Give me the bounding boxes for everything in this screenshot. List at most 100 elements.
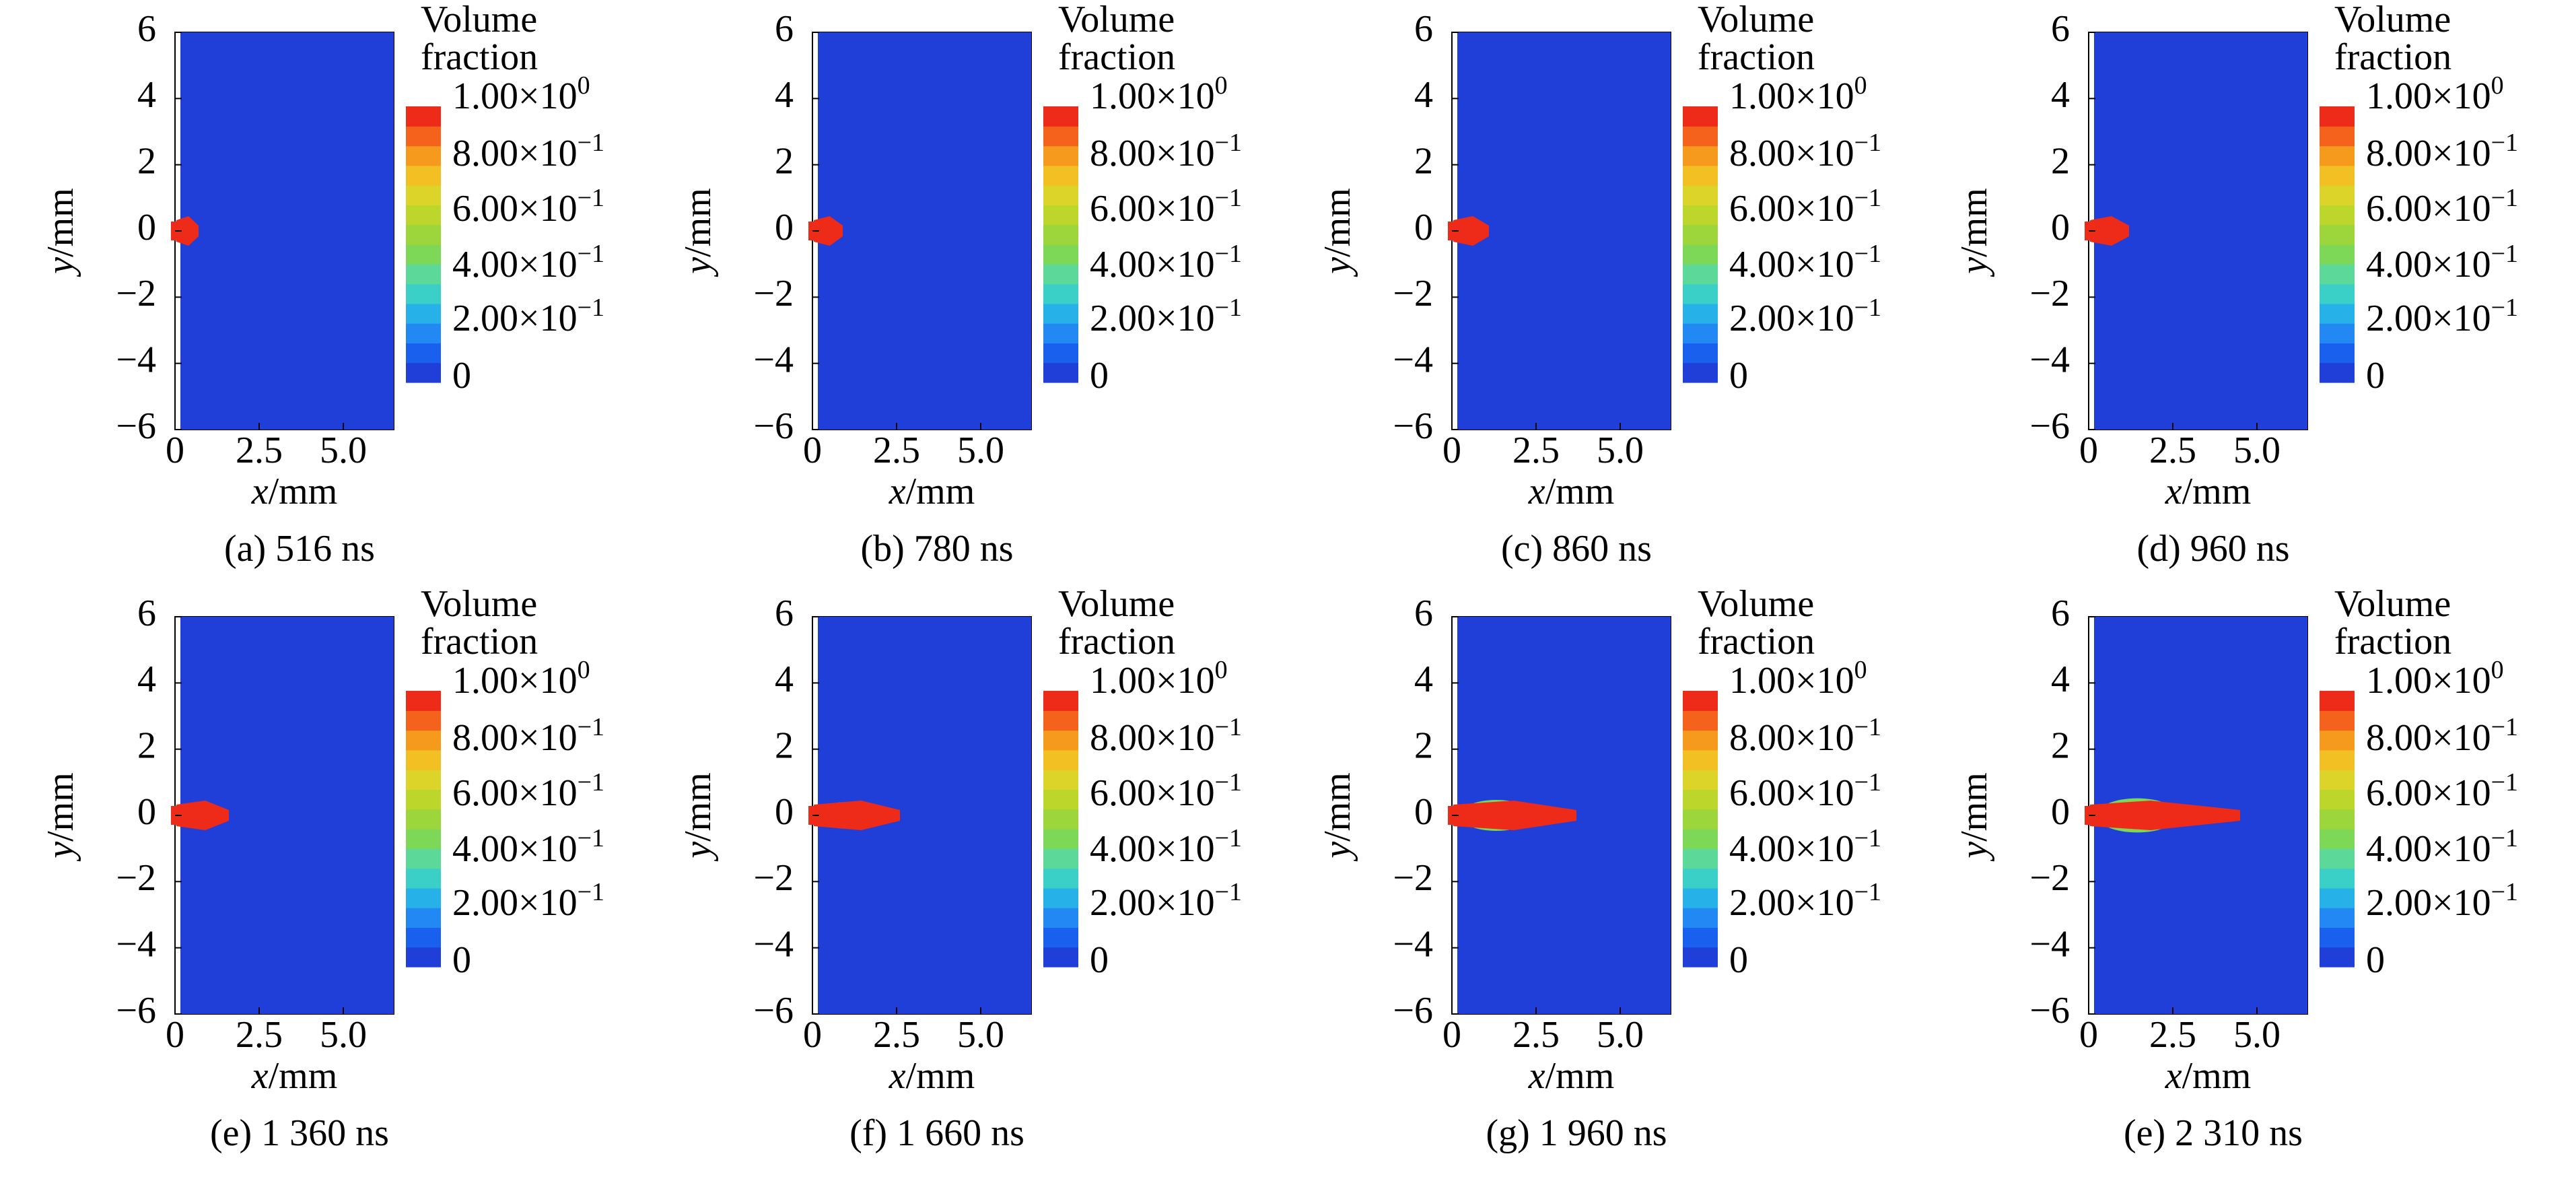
colorbar-title-line1: Volume bbox=[1698, 583, 1814, 625]
x-tick-label: 0 bbox=[2079, 1014, 2098, 1056]
colorbar-segment bbox=[1683, 927, 1718, 948]
x-tick-label: 2.5 bbox=[1512, 1014, 1560, 1056]
colorbar-label-mantissa: 6.00×10 bbox=[2366, 188, 2491, 230]
y-tick-label: −6 bbox=[753, 990, 794, 1032]
y-label-unit: /mm bbox=[40, 188, 81, 257]
colorbar-label-mantissa: 8.00×10 bbox=[2366, 133, 2491, 174]
colorbar-label-exponent: −1 bbox=[2491, 824, 2518, 852]
colorbar-segment bbox=[406, 224, 441, 245]
y-tick-label: 4 bbox=[775, 658, 794, 700]
colorbar-segment bbox=[1043, 730, 1078, 751]
colorbar-label: 8.00×10−1 bbox=[1729, 713, 1881, 759]
colorbar-label: 8.00×10−1 bbox=[1090, 129, 1242, 174]
colorbar-segment bbox=[1043, 303, 1078, 324]
y-label-var: y bbox=[1953, 842, 1995, 862]
colorbar-label-exponent: −1 bbox=[1854, 768, 1881, 797]
colorbar-label-mantissa: 4.00×10 bbox=[452, 828, 578, 870]
colorbar-label: 6.00×10−1 bbox=[452, 184, 604, 230]
colorbar-segment bbox=[2320, 829, 2355, 849]
y-tick-label: −6 bbox=[1393, 405, 1433, 447]
colorbar-segment bbox=[1043, 829, 1078, 849]
colorbar-segment bbox=[1683, 887, 1718, 908]
colorbar-label: 8.00×10−1 bbox=[452, 129, 604, 174]
colorbar-label: 1.00×100 bbox=[452, 71, 590, 117]
x-label-var: x bbox=[2165, 471, 2182, 512]
colorbar-label: 2.00×10−1 bbox=[1729, 878, 1881, 924]
colorbar-label-mantissa: 6.00×10 bbox=[1729, 772, 1854, 814]
colorbar-title-line1: Volume bbox=[2334, 0, 2451, 40]
colorbar-label-mantissa: 2.00×10 bbox=[1729, 882, 1854, 924]
y-label-unit: /mm bbox=[1953, 188, 1995, 257]
colorbar-segment bbox=[1043, 244, 1078, 265]
colorbar-segment bbox=[1043, 927, 1078, 948]
colorbar-segment bbox=[406, 770, 441, 790]
colorbar-segment bbox=[1043, 145, 1078, 166]
colorbar-segment bbox=[1683, 947, 1718, 968]
colorbar-segment bbox=[2320, 244, 2355, 265]
x-tick-label: 0 bbox=[1442, 430, 1461, 471]
colorbar-label-exponent: 0 bbox=[2491, 71, 2504, 100]
x-label-unit: /mm bbox=[906, 471, 975, 512]
y-tick-label: −4 bbox=[1393, 924, 1433, 966]
y-tick-label: −2 bbox=[2029, 273, 2070, 314]
colorbar-label: 4.00×10−1 bbox=[1090, 824, 1242, 870]
colorbar-segment bbox=[406, 691, 441, 711]
x-tick-label: 2.5 bbox=[2149, 430, 2196, 471]
x-axis-label: x/mm bbox=[251, 471, 338, 512]
colorbar-label: 6.00×10−1 bbox=[1729, 768, 1881, 814]
x-tick-label: 2.5 bbox=[873, 1014, 920, 1056]
colorbar-label: 2.00×10−1 bbox=[452, 878, 604, 924]
x-label-unit: /mm bbox=[1545, 471, 1615, 512]
y-axis-label: y/mm bbox=[1953, 188, 1995, 277]
colorbar-segment bbox=[1043, 205, 1078, 226]
colorbar-segment bbox=[2320, 343, 2355, 364]
panel-caption: (a) 516 ns bbox=[224, 528, 375, 570]
colorbar-label-mantissa: 1.00×10 bbox=[1729, 660, 1854, 702]
y-label-unit: /mm bbox=[1317, 188, 1358, 257]
y-tick-label: 2 bbox=[1414, 725, 1433, 767]
colorbar-segment bbox=[1683, 205, 1718, 226]
colorbar-label-mantissa: 1.00×10 bbox=[1729, 75, 1854, 117]
colorbar-segment bbox=[1683, 185, 1718, 206]
colorbar-segment bbox=[1683, 710, 1718, 731]
x-label-unit: /mm bbox=[2182, 1055, 2252, 1097]
y-tick-label: −6 bbox=[116, 990, 156, 1032]
colorbar-segment bbox=[1683, 165, 1718, 186]
x-tick-label: 2.5 bbox=[2149, 1014, 2196, 1056]
colorbar-segment bbox=[2320, 691, 2355, 711]
x-tick-label: 5.0 bbox=[957, 1014, 1004, 1056]
colorbar-title-line2: fraction bbox=[1058, 36, 1175, 78]
jet-shape bbox=[814, 216, 843, 246]
colorbar-label-exponent: −1 bbox=[1854, 240, 1881, 268]
y-tick-label: −6 bbox=[1393, 990, 1433, 1032]
colorbar-label-mantissa: 8.00×10 bbox=[1090, 133, 1215, 174]
colorbar-segment bbox=[406, 205, 441, 226]
colorbar-segment bbox=[2320, 205, 2355, 226]
colorbar-label-exponent: −1 bbox=[1215, 129, 1242, 157]
colorbar-label-mantissa: 0 bbox=[1729, 939, 1748, 981]
colorbar-label-exponent: −1 bbox=[578, 768, 604, 797]
colorbar-label: 8.00×10−1 bbox=[2366, 129, 2518, 174]
colorbar-label-mantissa: 4.00×10 bbox=[2366, 244, 2491, 285]
colorbar-label-mantissa: 1.00×10 bbox=[452, 660, 578, 702]
colorbar-segment bbox=[406, 343, 441, 364]
colorbar-segment bbox=[2320, 710, 2355, 731]
y-axis-label: y/mm bbox=[40, 188, 81, 277]
colorbar-label-exponent: −1 bbox=[1854, 184, 1881, 212]
colorbar-label-mantissa: 0 bbox=[452, 939, 471, 981]
colorbar-segment bbox=[406, 185, 441, 206]
colorbar-label-exponent: 0 bbox=[1215, 71, 1228, 100]
y-tick-label: −2 bbox=[1393, 857, 1433, 899]
y-tick-label: 2 bbox=[137, 725, 156, 767]
y-tick-label: 6 bbox=[1414, 593, 1433, 634]
colorbar-label: 2.00×10−1 bbox=[1729, 294, 1881, 339]
colorbar-label-mantissa: 4.00×10 bbox=[1729, 244, 1854, 285]
panel-caption: (f) 1 660 ns bbox=[849, 1112, 1024, 1154]
panel-caption: (d) 960 ns bbox=[2136, 528, 2289, 570]
colorbar-label-mantissa: 8.00×10 bbox=[1090, 717, 1215, 759]
x-tick-label: 0 bbox=[1442, 1014, 1461, 1056]
